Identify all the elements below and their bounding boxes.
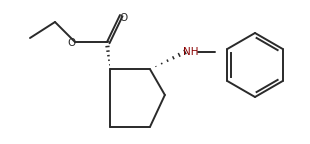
Text: O: O (67, 38, 75, 48)
Text: O: O (120, 13, 128, 23)
Text: NH: NH (183, 47, 199, 57)
